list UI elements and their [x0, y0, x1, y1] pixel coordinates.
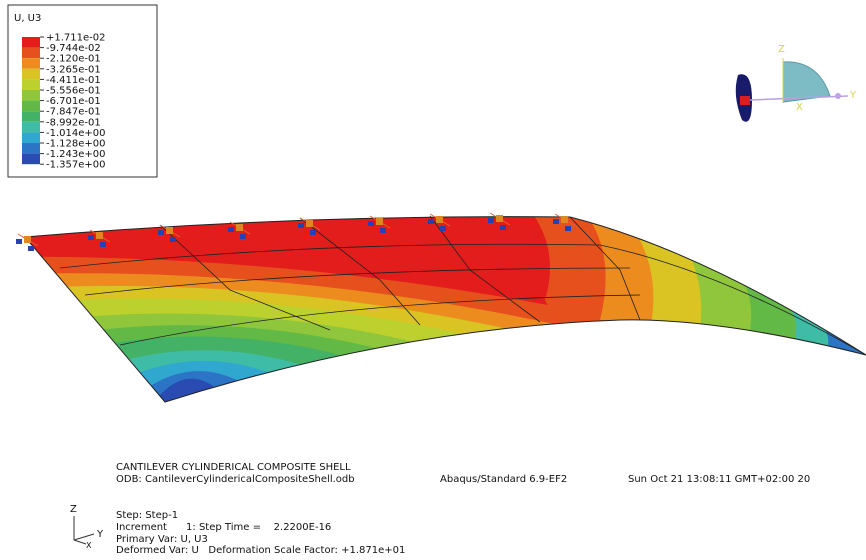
axis-x: X — [86, 541, 92, 550]
bc-marker — [88, 235, 94, 240]
legend-label: +1.711e-02 — [46, 33, 106, 44]
legend-swatch — [22, 48, 40, 59]
legend-label: -1.243e+00 — [46, 149, 106, 160]
legend-label: -1.014e+00 — [46, 128, 106, 139]
bc-marker — [16, 239, 22, 244]
legend-label: -3.265e-01 — [46, 64, 101, 75]
bc-marker — [100, 242, 106, 247]
bc-marker — [236, 224, 243, 231]
contour-band — [820, 150, 866, 360]
legend-label: -2.120e-01 — [46, 54, 101, 65]
legend-label: -1.357e+00 — [46, 160, 106, 171]
legend-swatch — [22, 122, 40, 133]
bc-marker — [24, 236, 31, 243]
legend-label: -8.992e-01 — [46, 117, 101, 128]
view-x: X — [796, 102, 803, 113]
bc-marker — [228, 227, 234, 232]
bc-marker — [96, 232, 103, 239]
bc-marker — [428, 219, 434, 224]
legend-label: -4.411e-01 — [46, 75, 101, 86]
legend-swatch — [22, 111, 40, 122]
step: Step: Step-1 — [116, 510, 178, 521]
legend-title: U, U3 — [14, 13, 41, 24]
legend-swatch — [22, 79, 40, 90]
model-name: CANTILEVER CYLINDERICAL COMPOSITE SHELL — [116, 462, 351, 473]
bc-marker — [436, 216, 443, 223]
bc-marker — [561, 216, 568, 223]
legend-label: -1.128e+00 — [46, 139, 106, 150]
bc-marker — [166, 227, 173, 234]
legend-label: -7.847e-01 — [46, 107, 101, 118]
bc-marker — [565, 226, 571, 231]
bc-marker — [298, 223, 304, 228]
legend: +1.711e-02-9.744e-02-2.120e-01-3.265e-01… — [22, 33, 106, 171]
bc-marker — [496, 215, 503, 222]
solver: Abaqus/Standard 6.9-EF2 — [440, 474, 567, 485]
bc-marker — [488, 218, 494, 223]
legend-swatch — [22, 101, 40, 112]
axis-triad — [74, 516, 94, 544]
bc-marker — [368, 221, 374, 226]
bc-marker — [376, 218, 383, 225]
odb-path: ODB: CantileverCylindericalCompositeShel… — [116, 474, 355, 485]
legend-swatch — [22, 132, 40, 143]
bc-marker — [380, 228, 386, 233]
view-y: Y — [849, 90, 857, 101]
deformed-var: Deformed Var: U Deformation Scale Factor… — [116, 545, 405, 556]
bc-marker — [306, 220, 313, 227]
page: {"legend": {"title": "U, U3", "labels": … — [0, 0, 866, 560]
view-triad: Z Y X — [736, 44, 857, 122]
axis-y: Y — [96, 529, 104, 540]
view-z: Z — [778, 44, 785, 55]
bc-marker — [310, 230, 316, 235]
legend-label: -9.744e-02 — [46, 43, 101, 54]
legend-swatch — [22, 90, 40, 101]
viewport: U, U3 +1.711e-02-9.744e-02-2.120e-01-3.2… — [0, 0, 866, 560]
bc-marker — [440, 226, 446, 231]
date: Sun Oct 21 13:08:11 GMT+02:00 20 — [628, 474, 810, 485]
increment: Increment 1: Step Time = 2.2200E-16 — [116, 522, 331, 533]
bc-marker — [158, 230, 164, 235]
legend-label: -5.556e-01 — [46, 86, 101, 97]
bc-marker — [240, 234, 246, 239]
bc-marker — [28, 246, 34, 251]
primary-var: Primary Var: U, U3 — [116, 534, 208, 545]
legend-swatch — [22, 154, 40, 165]
contour-band — [785, 150, 866, 360]
legend-swatch — [22, 69, 40, 80]
legend-swatch — [22, 143, 40, 154]
bc-marker — [170, 237, 176, 242]
legend-swatch — [22, 58, 40, 69]
legend-label: -6.701e-01 — [46, 96, 101, 107]
axis-z: Z — [70, 504, 77, 515]
bc-marker — [553, 219, 559, 224]
legend-swatch — [22, 37, 40, 48]
bc-marker — [500, 225, 506, 230]
contour-plot — [0, 150, 866, 450]
